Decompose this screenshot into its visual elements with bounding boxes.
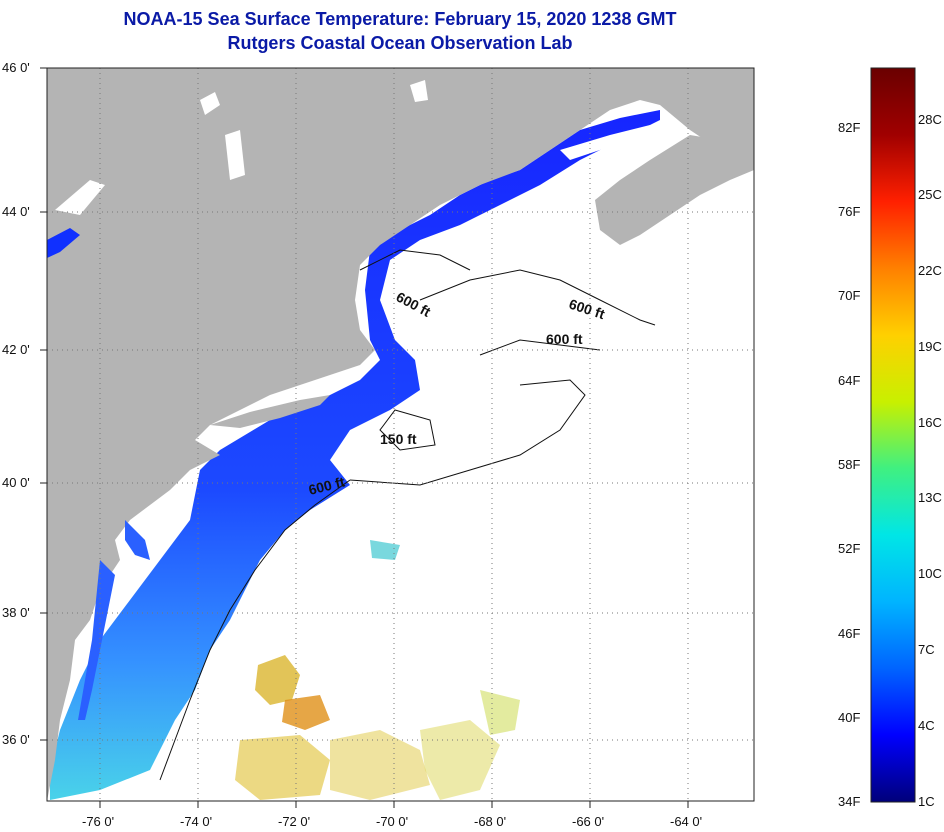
lon-tick-72: -72 0'	[278, 814, 310, 829]
lake-ontario	[47, 228, 80, 258]
bathymetry-contours	[159, 249, 656, 781]
delaware-bay	[125, 520, 150, 560]
contour-label-150: 150 ft	[380, 431, 417, 447]
land-long-island	[210, 395, 330, 428]
coastal-cold-water	[50, 110, 660, 800]
lon-tick-70: -70 0'	[376, 814, 408, 829]
warm-water-patches	[235, 540, 520, 800]
land-nova-scotia	[595, 135, 754, 245]
map-frame	[46, 67, 755, 802]
map-title: NOAA-15 Sea Surface Temperature: Februar…	[123, 9, 677, 29]
lon-tick-68: -68 0'	[474, 814, 506, 829]
tick-marks	[40, 67, 689, 808]
lon-tick-76: -76 0'	[82, 814, 114, 829]
lat-tick-46: 46 0'	[2, 60, 30, 75]
map-subtitle: Rutgers Coastal Ocean Observation Lab	[227, 33, 573, 53]
lat-tick-40: 40 0'	[2, 475, 30, 490]
lat-tick-36: 36 0'	[2, 732, 30, 747]
lat-tick-42: 42 0'	[2, 342, 30, 357]
contour-label-600-georges: 600 ft	[546, 331, 583, 347]
lon-tick-64: -64 0'	[670, 814, 702, 829]
lon-tick-66: -66 0'	[572, 814, 604, 829]
lat-tick-38: 38 0'	[2, 605, 30, 620]
land-north-america	[47, 68, 754, 801]
lat-tick-44: 44 0'	[2, 204, 30, 219]
lon-tick-74: -74 0'	[180, 814, 212, 829]
lakes	[55, 80, 428, 215]
chesapeake-bay	[78, 560, 115, 720]
graticule	[47, 67, 754, 801]
